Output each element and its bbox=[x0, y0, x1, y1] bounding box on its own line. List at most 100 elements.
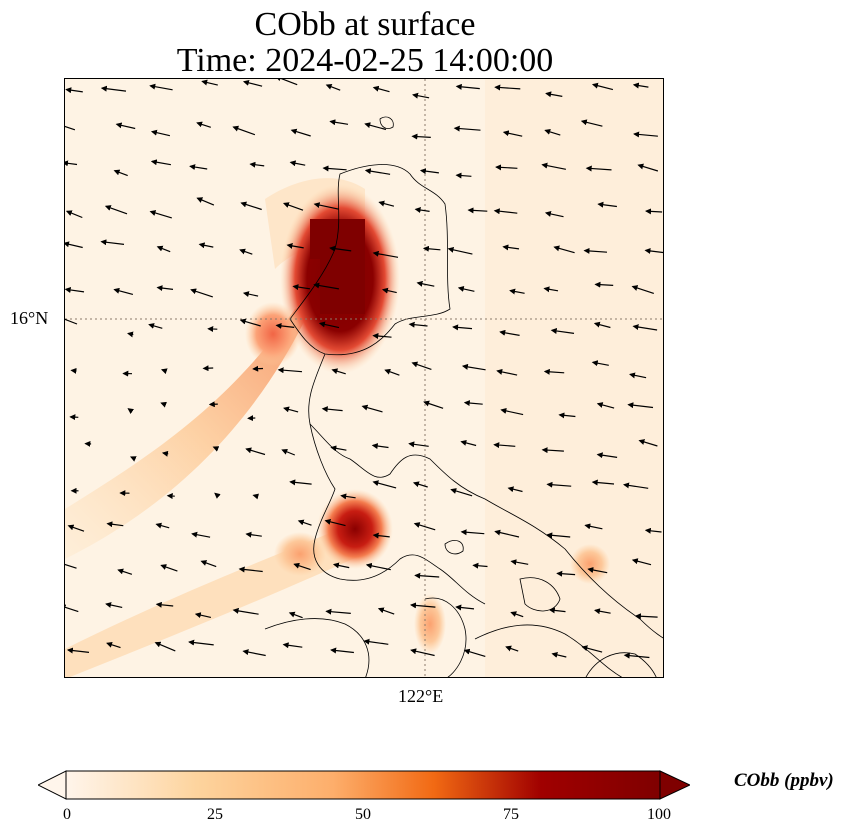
wind-arrow bbox=[423, 400, 444, 409]
colorbar-tick-100: 100 bbox=[647, 806, 671, 823]
lat-label-16n: 16°N bbox=[10, 308, 49, 328]
wind-arrow bbox=[463, 400, 483, 407]
wind-arrow bbox=[553, 245, 575, 254]
wind-arrow bbox=[249, 161, 265, 168]
hotspots bbox=[245, 184, 610, 654]
wind-arrow bbox=[313, 202, 340, 210]
wind-arrow bbox=[321, 406, 343, 413]
wind-arrow bbox=[499, 329, 520, 336]
wind-arrow bbox=[463, 648, 486, 657]
wind-arrow bbox=[161, 450, 169, 457]
wind-arrow bbox=[330, 445, 347, 452]
wind-arrow bbox=[632, 82, 649, 89]
wind-arrow bbox=[558, 412, 576, 419]
wind-arrow bbox=[160, 401, 167, 408]
wind-arrow bbox=[364, 168, 391, 175]
wind-arrow bbox=[150, 129, 171, 137]
wind-arrow bbox=[154, 641, 176, 652]
wind-arrow bbox=[541, 162, 567, 170]
colorbar-tick-50: 50 bbox=[355, 806, 371, 823]
wind-arrow bbox=[65, 241, 83, 249]
wind-arrow bbox=[130, 456, 137, 462]
wind-arrow bbox=[252, 493, 259, 500]
wind-arrow bbox=[623, 652, 650, 659]
wind-arrow bbox=[372, 250, 399, 258]
wind-arrow bbox=[155, 522, 170, 529]
wind-arrow bbox=[467, 207, 488, 214]
wind-arrow bbox=[544, 210, 564, 218]
title-line-1: CObb at surface bbox=[254, 6, 476, 43]
wind-arrow bbox=[632, 324, 658, 331]
wind-arrow bbox=[325, 84, 341, 91]
wind-arrow bbox=[502, 244, 520, 251]
wind-arrow bbox=[510, 559, 529, 566]
wind-arrow bbox=[105, 602, 123, 608]
coastline-islet-2 bbox=[444, 540, 464, 555]
wind-arrow bbox=[638, 439, 658, 447]
wind-arrow bbox=[544, 128, 561, 136]
wind-arrow bbox=[452, 324, 473, 331]
wind-arrow bbox=[411, 361, 432, 370]
wind-arrow bbox=[363, 638, 389, 645]
plume-west bbox=[65, 299, 315, 559]
wind-arrow bbox=[275, 79, 298, 86]
wind-arrow bbox=[493, 442, 516, 449]
wind-arrow bbox=[412, 481, 428, 488]
wind-arrow bbox=[591, 479, 615, 486]
wind-arrow bbox=[332, 562, 350, 569]
wind-arrow bbox=[372, 480, 397, 489]
wind-arrow bbox=[290, 128, 311, 137]
gridlines bbox=[65, 79, 663, 677]
wind-arrow bbox=[115, 122, 136, 130]
wind-arrow bbox=[156, 285, 174, 292]
wind-arrow bbox=[596, 402, 615, 409]
wind-arrow bbox=[455, 83, 480, 90]
wind-arrow bbox=[289, 479, 312, 486]
wind-arrow bbox=[156, 245, 171, 253]
coastline-bicol-south bbox=[474, 624, 623, 677]
wind-arrow bbox=[100, 239, 125, 246]
wind-arrow bbox=[100, 85, 127, 92]
wind-arrow bbox=[340, 493, 356, 500]
lon-label-122e: 122°E bbox=[398, 686, 444, 706]
wind-arrow bbox=[297, 519, 312, 526]
coastline-mindoro-north bbox=[264, 618, 370, 677]
wind-arrow bbox=[149, 83, 173, 91]
colorbar-label: CObb (ppbv) bbox=[734, 770, 834, 791]
wind-arrow bbox=[594, 608, 611, 615]
wind-arrow bbox=[594, 281, 614, 288]
wind-arrow bbox=[188, 639, 214, 646]
wind-arrow bbox=[65, 287, 85, 293]
wind-arrow bbox=[591, 360, 609, 367]
wind-arrow bbox=[106, 521, 124, 528]
wind-arrow bbox=[455, 604, 475, 611]
wind-arrow bbox=[545, 91, 563, 98]
colorbar-tick-75: 75 bbox=[503, 806, 519, 823]
wind-arrow bbox=[548, 607, 566, 614]
colorbar-tick-25: 25 bbox=[207, 806, 223, 823]
hotspot-mindoro bbox=[414, 594, 446, 654]
wind-arrow bbox=[623, 482, 649, 489]
wind-arrow bbox=[413, 522, 436, 531]
wind-arrow bbox=[593, 321, 611, 329]
wind-arrow bbox=[495, 164, 518, 171]
wind-arrow bbox=[65, 125, 76, 131]
coastline-mindoro bbox=[424, 597, 467, 677]
wind-arrow bbox=[282, 202, 304, 211]
wind-arrow bbox=[541, 447, 564, 454]
wind-arrow bbox=[419, 168, 439, 175]
coastline-manila-bay bbox=[309, 423, 486, 605]
wind-arrow bbox=[472, 562, 488, 569]
wind-arrow bbox=[245, 531, 262, 538]
wind-arrow bbox=[65, 160, 78, 167]
wind-arrow bbox=[150, 159, 172, 166]
wind-arrow bbox=[410, 602, 436, 609]
wind-arrow bbox=[377, 607, 395, 615]
wind-arrow bbox=[627, 402, 654, 409]
wind-arrow bbox=[493, 208, 518, 215]
wind-arrow bbox=[585, 165, 612, 172]
wind-arrow bbox=[65, 604, 79, 613]
wind-arrow bbox=[597, 201, 617, 208]
wind-arrow bbox=[190, 288, 213, 298]
wind-arrow bbox=[372, 532, 390, 539]
